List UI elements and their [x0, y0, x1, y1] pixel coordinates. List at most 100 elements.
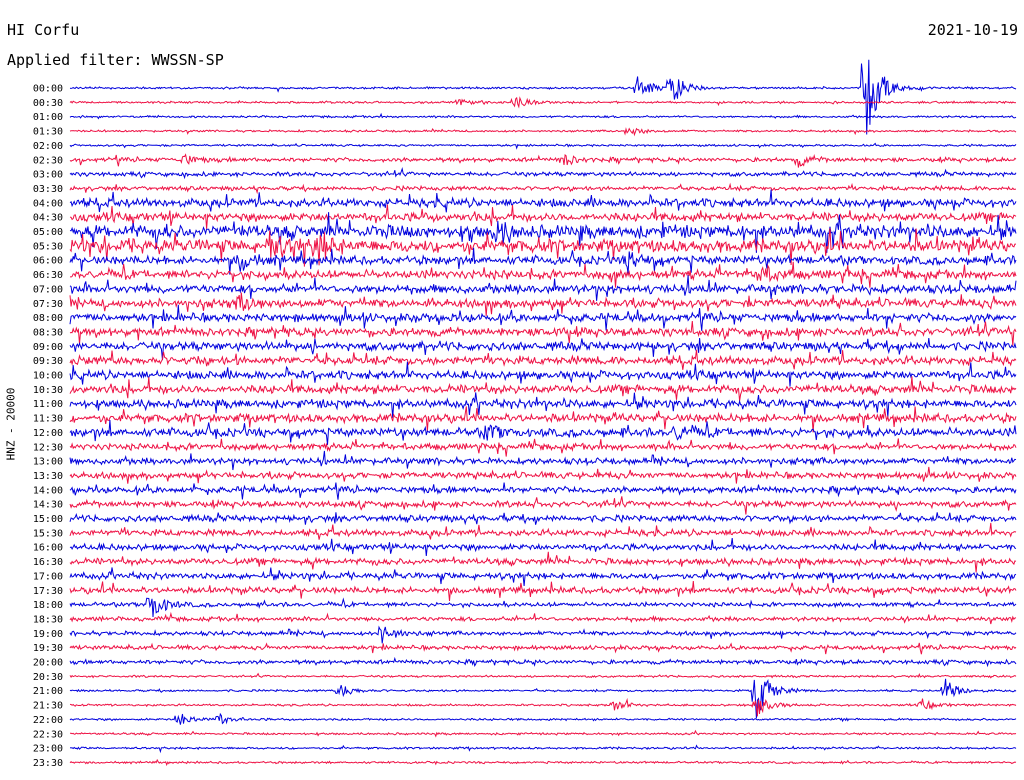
- row-tick-label: 10:30: [33, 385, 63, 396]
- row-tick-label: 03:30: [33, 184, 63, 195]
- row-tick-label: 06:00: [33, 256, 63, 267]
- row-tick-label: 22:30: [33, 729, 63, 740]
- filter-label: Applied filter: WWSSN-SP: [7, 51, 224, 69]
- trace-row-1900: [69, 625, 1017, 644]
- row-tick-label: 15:30: [33, 528, 63, 539]
- row-tick-label: 20:00: [33, 658, 63, 669]
- row-tick-label: 02:30: [33, 155, 63, 166]
- trace-row-0800: [69, 304, 1017, 331]
- row-tick-label: 12:00: [33, 428, 63, 439]
- trace-row-0200: [69, 142, 1017, 150]
- row-tick-label: 07:00: [33, 284, 63, 295]
- row-tick-label: 02:00: [33, 141, 63, 152]
- row-tick-label: 01:00: [33, 112, 63, 123]
- row-tick-label: 11:30: [33, 414, 63, 425]
- trace-row-0630: [69, 261, 1017, 288]
- trace-row-1630: [69, 551, 1017, 573]
- trace-row-0400: [69, 189, 1017, 213]
- trace-row-1030: [69, 376, 1017, 402]
- trace-row-0030: [69, 96, 1017, 109]
- row-tick-label: 14:30: [33, 500, 63, 511]
- row-tick-label: 16:00: [33, 543, 63, 554]
- trace-row-0530: [69, 228, 1016, 267]
- row-tick-label: 08:30: [33, 327, 63, 338]
- row-tick-label: 22:00: [33, 715, 63, 726]
- row-tick-label: 18:00: [33, 600, 63, 611]
- row-tick-label: 04:00: [33, 198, 63, 209]
- trace-row-1130: [69, 406, 1017, 433]
- row-tick-label: 13:00: [33, 457, 63, 468]
- trace-row-2100: [69, 678, 1017, 719]
- trace-row-0500: [69, 212, 1017, 253]
- trace-row-0600: [69, 247, 1017, 275]
- trace-row-1530: [69, 522, 1017, 540]
- trace-row-2130: [69, 697, 1017, 717]
- trace-row-0900: [69, 337, 1017, 361]
- trace-row-1400: [69, 482, 1017, 500]
- row-tick-label: 20:30: [33, 672, 63, 683]
- trace-row-0430: [69, 204, 1017, 229]
- row-tick-label: 21:00: [33, 686, 63, 697]
- trace-row-0700: [69, 275, 1017, 301]
- trace-row-1700: [69, 567, 1017, 587]
- trace-row-1730: [69, 580, 1017, 602]
- trace-row-0100: [69, 112, 1017, 120]
- row-tick-label: 18:30: [33, 614, 63, 625]
- trace-row-0130: [69, 127, 1017, 137]
- trace-row-1100: [69, 392, 1017, 419]
- row-tick-label: 14:00: [33, 485, 63, 496]
- row-tick-label: 00:00: [33, 84, 63, 95]
- row-tick-label: 01:30: [33, 127, 63, 138]
- trace-row-1300: [69, 450, 1017, 471]
- tick-label-group: 00:00 00:30 01:00 01:30 02:00 02:30 03:00 03:30…: [33, 84, 63, 769]
- row-tick-label: 11:00: [33, 399, 63, 410]
- row-tick-label: 03:00: [33, 170, 63, 181]
- trace-row-2030: [69, 672, 1017, 679]
- row-tick-label: 15:00: [33, 514, 63, 525]
- row-tick-label: 04:30: [33, 213, 63, 224]
- trace-row-1230: [69, 438, 1017, 457]
- trace-row-0330: [69, 182, 1017, 195]
- row-tick-label: 19:30: [33, 643, 63, 654]
- row-tick-label: 09:30: [33, 356, 63, 367]
- row-tick-label: 07:30: [33, 299, 63, 310]
- row-tick-label: 17:30: [33, 586, 63, 597]
- row-tick-label: 19:00: [33, 629, 63, 640]
- trace-row-0300: [69, 167, 1017, 180]
- trace-row-2200: [69, 712, 1017, 725]
- trace-row-0000: [69, 59, 1017, 135]
- trace-row-0930: [69, 349, 1017, 370]
- date-label: 2021-10-19: [927, 21, 1018, 39]
- row-tick-label: 08:00: [33, 313, 63, 324]
- row-tick-label: 00:30: [33, 98, 63, 109]
- trace-row-1200: [69, 419, 1017, 445]
- trace-row-1600: [69, 538, 1017, 556]
- station-title: HI Corfu: [7, 21, 80, 39]
- trace-row-1930: [69, 642, 1017, 655]
- trace-row-2230: [69, 729, 1017, 738]
- trace-row-2330: [69, 758, 1017, 767]
- row-tick-label: 23:30: [33, 758, 63, 769]
- trace-row-0230: [69, 153, 1017, 168]
- trace-group: [69, 59, 1017, 767]
- trace-row-1000: [69, 361, 1017, 387]
- trace-row-1800: [69, 597, 1017, 618]
- trace-row-2000: [69, 656, 1017, 668]
- row-tick-label: 12:30: [33, 442, 63, 453]
- trace-row-1430: [69, 496, 1017, 515]
- trace-row-1330: [69, 466, 1017, 484]
- row-tick-label: 09:00: [33, 342, 63, 353]
- row-tick-label: 17:00: [33, 571, 63, 582]
- row-tick-label: 13:30: [33, 471, 63, 482]
- trace-row-2300: [69, 744, 1017, 754]
- row-tick-label: 05:30: [33, 241, 63, 252]
- row-tick-label: 21:30: [33, 701, 63, 712]
- trace-row-1500: [69, 512, 1017, 526]
- trace-row-0830: [69, 320, 1017, 346]
- row-tick-label: 16:30: [33, 557, 63, 568]
- trace-row-1830: [69, 611, 1017, 625]
- row-tick-label: 06:30: [33, 270, 63, 281]
- row-tick-label: 10:00: [33, 371, 63, 382]
- row-tick-label: 05:00: [33, 227, 63, 238]
